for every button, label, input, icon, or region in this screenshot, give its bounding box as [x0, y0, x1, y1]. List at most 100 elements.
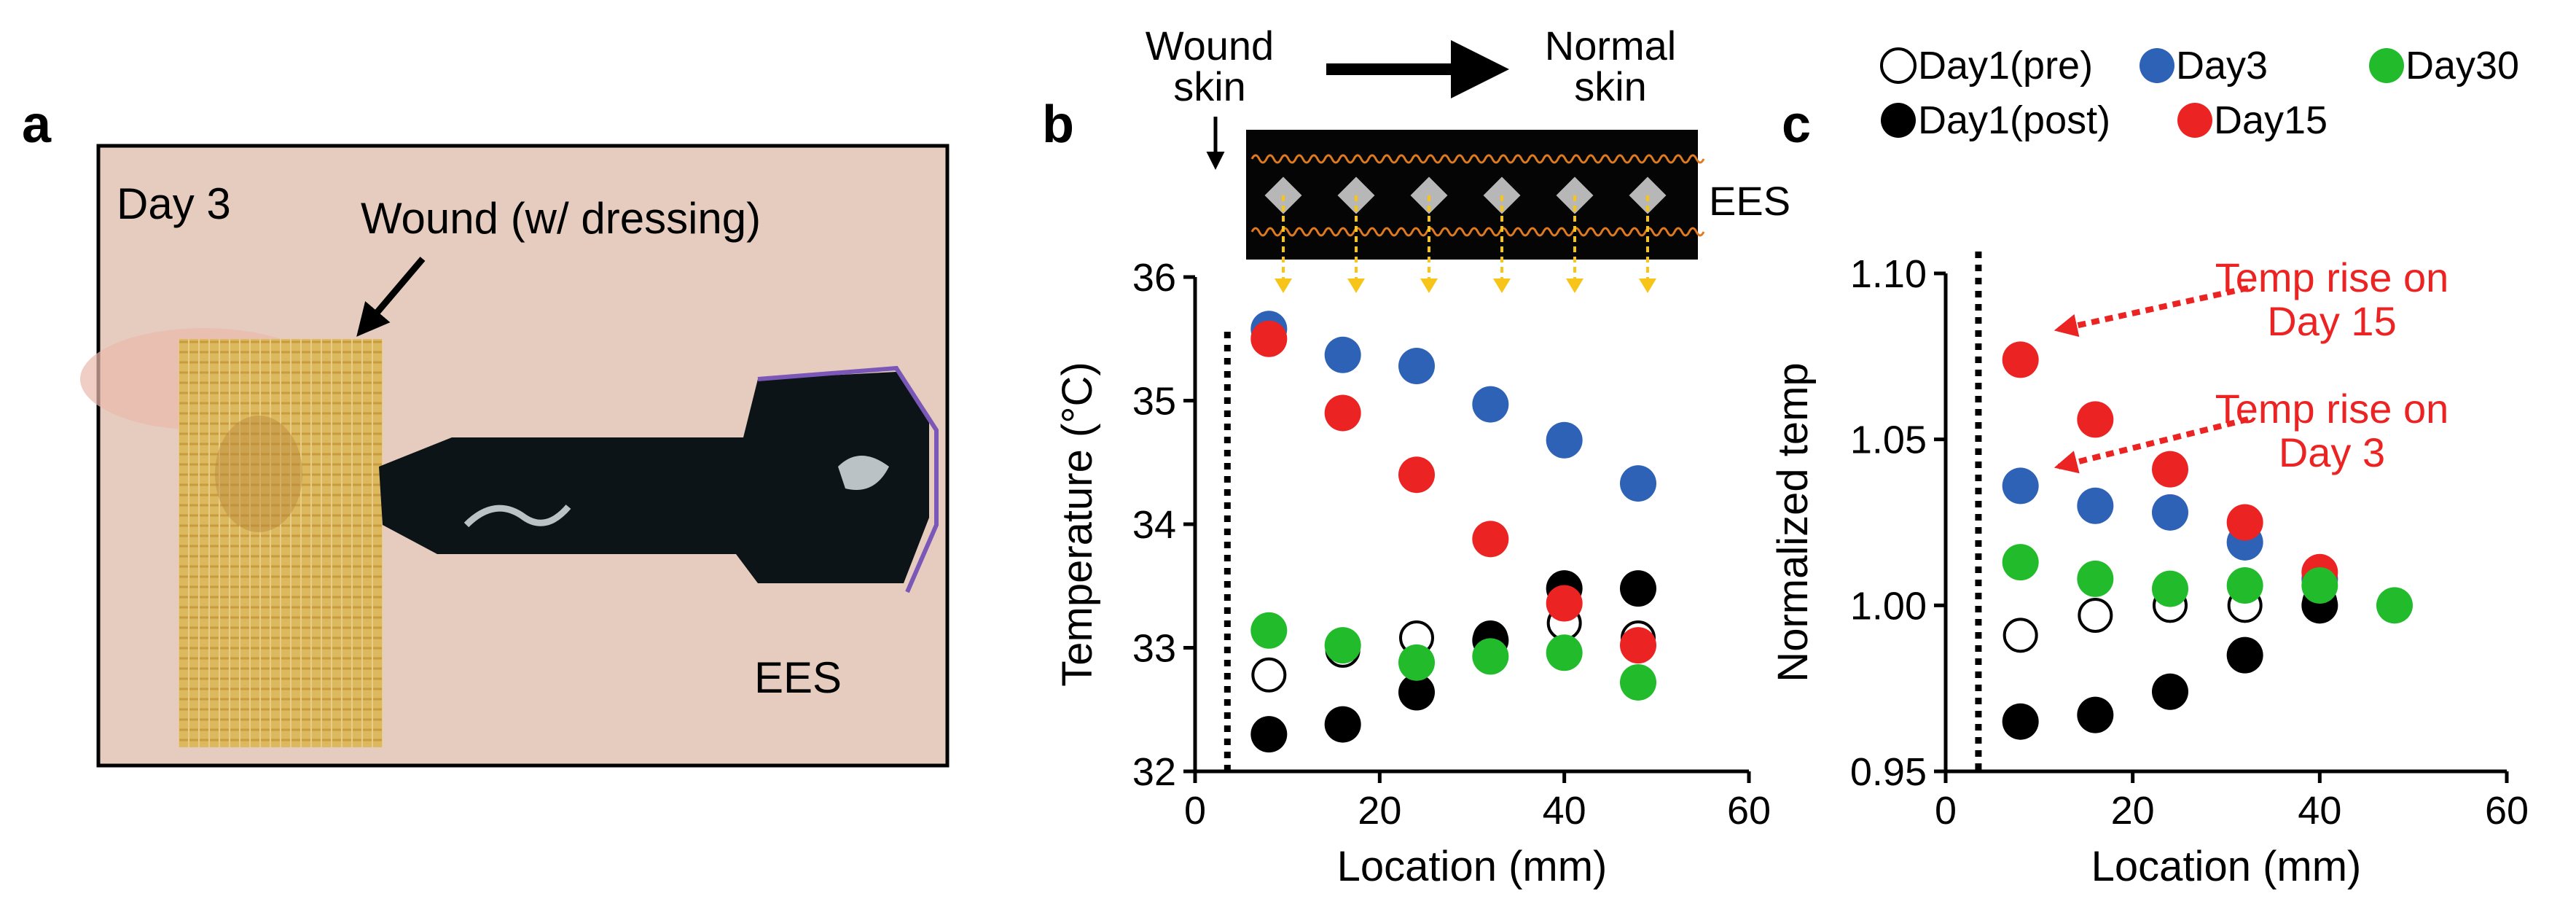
y-axis-title: Normalized temp: [1769, 362, 1817, 682]
wound-skin-label-line2: skin: [1173, 63, 1246, 109]
legend-marker-day15: [2177, 103, 2212, 138]
panel-letter-a: a: [22, 96, 52, 154]
legend-marker-day1-pre: [1880, 47, 1917, 84]
point-day30: [2301, 567, 2338, 604]
annotation-day3-line1: Temp rise on: [2215, 386, 2449, 432]
legend-label-day1-post: Day1(post): [1918, 98, 2110, 142]
point-day15: [1472, 521, 1509, 558]
point-day15: [1546, 585, 1583, 622]
legend-label-day15: Day15: [2214, 98, 2328, 142]
ees-sensor-pointer: [1347, 279, 1365, 293]
chart-c-normalized: 0 20 40 60 0.95 1.00 1.05 1.10 Location (mm) Norm…: [1769, 252, 2529, 890]
legend-label-day30: Day30: [2405, 44, 2519, 87]
photo-ees-device: [379, 372, 929, 583]
legend-marker-day1-post: [1881, 103, 1916, 138]
point-day3: [1324, 336, 1361, 373]
y-tick-label: 33: [1132, 627, 1176, 671]
normal-skin-label-line2: skin: [1574, 63, 1647, 109]
ees-sensor-pointer: [1639, 279, 1656, 293]
point-day3: [1620, 465, 1656, 502]
x-tick-label: 0: [1935, 789, 1957, 833]
point-day1-post: [2002, 703, 2039, 740]
point-day15: [1250, 320, 1288, 357]
chart-b-temperature: 0 20 40 60 32 33 34 35 36 Location (mm) Temperatur…: [1054, 256, 1771, 890]
point-day1-pre: [2078, 597, 2113, 633]
point-day30: [2002, 544, 2039, 581]
photo-device-glare-2: [838, 456, 889, 490]
legend-label-day1-pre: Day1(pre): [1918, 44, 2093, 87]
point-day15: [1324, 394, 1361, 432]
x-tick-label: 0: [1184, 789, 1206, 833]
annotation-day3-arrow: [2054, 416, 2249, 474]
point-day30: [1324, 627, 1361, 664]
point-day1-post: [1324, 706, 1361, 743]
ees-serpentine-trace-bottom: [1250, 227, 1705, 237]
y-tick-label: 36: [1132, 256, 1176, 300]
x-tick-label: 40: [1543, 789, 1586, 833]
point-day30: [1546, 634, 1583, 671]
photo-label-ees: EES: [754, 653, 842, 702]
y-axis-title: Temperature (°C): [1054, 362, 1101, 686]
point-day15: [1398, 456, 1435, 494]
point-day1-post: [1250, 716, 1288, 753]
photo-wound-dressing: [179, 339, 383, 747]
chart-c-legend: Day1(pre) Day3 Day30 Day1(post) Day15: [1880, 44, 2519, 142]
ees-sensor-pointer: [1566, 279, 1583, 293]
point-day1-post: [1620, 570, 1656, 607]
photo-image: [80, 144, 950, 768]
point-day15: [2002, 341, 2039, 378]
x-axis-title: Location (mm): [1337, 843, 1608, 890]
legend-marker-day3: [2140, 48, 2174, 83]
point-day30: [1398, 644, 1435, 681]
point-day30: [2077, 560, 2114, 597]
point-day15: [1620, 627, 1656, 664]
point-day15: [2077, 401, 2114, 438]
point-day1-post: [1398, 674, 1435, 711]
ees-sensor-inset: [1246, 130, 1705, 293]
panel-a: a Day 3 Wound (w/ dressing) EES: [22, 96, 950, 768]
point-day15: [2152, 451, 2188, 488]
photo-device-glare: [463, 504, 571, 528]
ees-sensor-background: [1246, 130, 1698, 260]
point-day30: [2226, 567, 2263, 604]
point-day3: [1398, 348, 1435, 385]
point-day30: [1620, 663, 1656, 701]
y-tick-label: 1.00: [1850, 584, 1927, 628]
point-day30: [2376, 587, 2413, 624]
y-tick-label: 1.05: [1850, 418, 1927, 462]
panel-letter-b: b: [1042, 96, 1074, 154]
y-tick-label: 35: [1132, 380, 1176, 424]
annotation-day3-line2: Day 3: [2279, 429, 2385, 475]
normal-skin-label-line1: Normal: [1545, 23, 1676, 69]
x-tick-label: 60: [2485, 789, 2529, 833]
panel-b: b Wound skin Normal skin EES 0 20 40 60 32 33…: [1042, 23, 1790, 890]
point-day1-pre: [1251, 657, 1287, 693]
point-day3: [2077, 487, 2114, 524]
point-day3: [2152, 494, 2188, 531]
y-tick-label: 34: [1132, 503, 1176, 547]
ees-inset-label: EES: [1709, 178, 1790, 224]
point-day30: [1250, 612, 1288, 649]
point-day1-pre: [2003, 618, 2038, 653]
point-day3: [2002, 467, 2039, 505]
photo-wound-arrow: [356, 257, 426, 337]
annotation-day15-arrow: [2054, 285, 2249, 338]
x-tick-label: 20: [1358, 789, 1401, 833]
x-tick-label: 20: [2111, 789, 2155, 833]
ees-sensor-pointer: [1493, 279, 1511, 293]
ees-sensor-pointer: [1420, 279, 1438, 293]
point-day1-post: [2226, 636, 2263, 674]
y-tick-label: 32: [1132, 750, 1176, 794]
point-day3: [1546, 421, 1583, 459]
photo-wound-stain: [215, 416, 302, 532]
point-day30: [2152, 570, 2188, 607]
panel-letter-c: c: [1782, 96, 1811, 154]
photo-label-day: Day 3: [117, 179, 231, 228]
point-day3: [1472, 386, 1509, 423]
y-tick-label: 0.95: [1850, 750, 1927, 794]
ees-serpentine-trace-top: [1250, 154, 1705, 164]
legend-label-day3: Day3: [2176, 44, 2268, 87]
annotation-day15-line2: Day 15: [2267, 298, 2396, 344]
photo-label-wound: Wound (w/ dressing): [361, 194, 761, 243]
